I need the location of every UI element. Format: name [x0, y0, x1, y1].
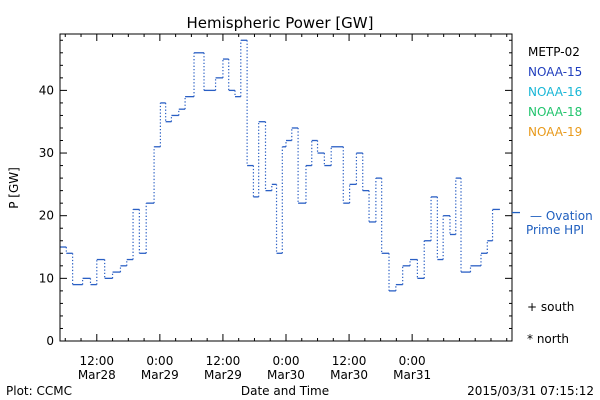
legend: METP-02 NOAA-15 NOAA-16 NOAA-18 NOAA-19 [528, 45, 582, 139]
y-axis-label: P [GW] [7, 167, 21, 209]
ovation-label: — Ovation [530, 209, 593, 223]
x-tick-time-label: 12:00 [332, 354, 367, 368]
x-tick-time-label: 12:00 [79, 354, 114, 368]
x-tick-date-label: Mar28 [78, 368, 116, 382]
legend-item: NOAA-18 [528, 105, 582, 119]
x-tick-date-label: Mar29 [141, 368, 179, 382]
footer-plot-credit: Plot: CCMC [6, 384, 72, 398]
legend-item: NOAA-19 [528, 125, 582, 139]
legend-item: NOAA-15 [528, 65, 582, 79]
x-tick-date-label: Mar29 [204, 368, 242, 382]
south-marker-label: + south [527, 300, 574, 314]
x-tick-time-label: 0:00 [273, 354, 300, 368]
x-axis-ticks: 12:00Mar280:00Mar2912:00Mar290:00Mar3012… [64, 34, 508, 382]
chart-title: Hemispheric Power [GW] [187, 14, 374, 32]
x-tick-date-label: Mar31 [393, 368, 431, 382]
y-tick-label: 30 [39, 146, 54, 160]
y-tick-label: 10 [39, 271, 54, 285]
x-tick-time-label: 0:00 [146, 354, 173, 368]
legend-item: NOAA-16 [528, 85, 582, 99]
north-marker-label: * north [527, 332, 569, 346]
x-tick-time-label: 12:00 [206, 354, 241, 368]
x-tick-time-label: 0:00 [399, 354, 426, 368]
y-tick-label: 40 [39, 83, 54, 97]
y-tick-label: 20 [39, 209, 54, 223]
plot-frame [59, 33, 513, 342]
x-tick-date-label: Mar30 [330, 368, 368, 382]
y-axis-ticks: 0 10 20 30 40 [39, 39, 512, 348]
series-layer [60, 39, 500, 292]
x-axis-label: Date and Time [241, 384, 329, 398]
footer-timestamp: 2015/03/31 07:15:12 [467, 384, 594, 398]
legend-item: METP-02 [528, 45, 580, 59]
ovation-label-sub: Prime HPI [526, 223, 584, 237]
x-tick-date-label: Mar30 [267, 368, 305, 382]
y-tick-label: 0 [46, 334, 54, 348]
